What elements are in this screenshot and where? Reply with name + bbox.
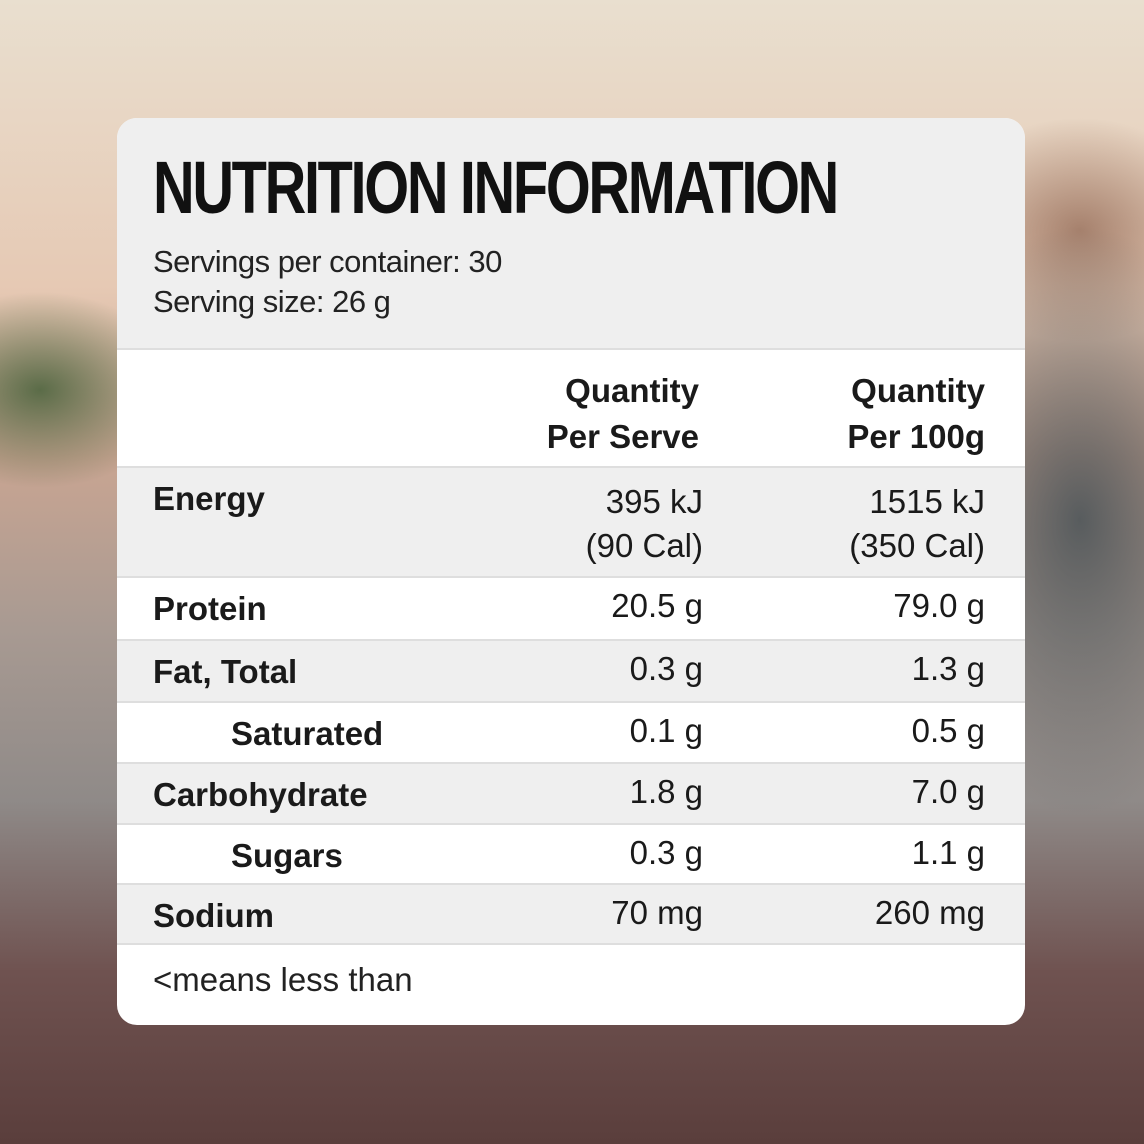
- table-row-saturated: Saturated 0.1 g 0.5 g: [117, 703, 1025, 764]
- serving-size: Serving size: 26 g: [153, 284, 391, 319]
- table-row-sodium: Sodium 70 mg 260 mg: [117, 885, 1025, 945]
- table-row-protein: Protein 20.5 g 79.0 g: [117, 578, 1025, 641]
- table-row-sugars: Sugars 0.3 g 1.1 g: [117, 825, 1025, 885]
- footnote: <means less than: [153, 961, 413, 998]
- panel-header: NUTRITION INFORMATION Servings per conta…: [117, 118, 1025, 350]
- col-per-serve: Quantity Per Serve: [546, 372, 699, 455]
- servings-per-container: Servings per container: 30: [153, 244, 502, 279]
- table-row-energy: Energy 395 kJ (90 Cal) 1515 kJ (350 Cal): [117, 468, 1025, 578]
- table-row-carbohydrate: Carbohydrate 1.8 g 7.0 g: [117, 764, 1025, 825]
- nutrition-panel: NUTRITION INFORMATION Servings per conta…: [117, 118, 1025, 1025]
- panel-title: NUTRITION INFORMATION: [153, 146, 839, 229]
- column-headers: Quantity Per Serve Quantity Per 100g: [117, 350, 1025, 468]
- table-row-fat-total: Fat, Total 0.3 g 1.3 g: [117, 641, 1025, 703]
- col-per-100g: Quantity Per 100g: [847, 372, 985, 455]
